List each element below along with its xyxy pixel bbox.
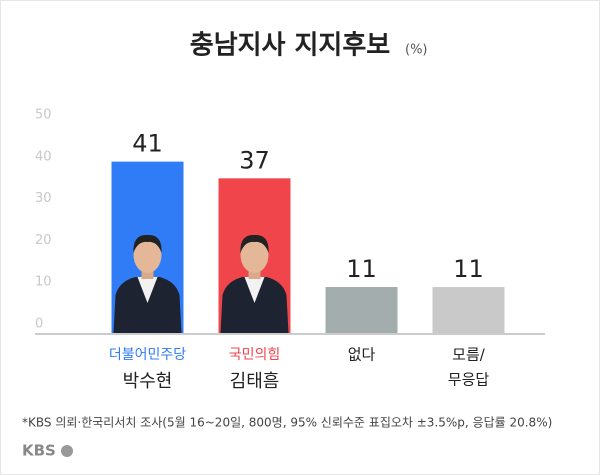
note: *KBS 의뢰·한국리서치 조사(5월 16~20일, 800명, 95% 신뢰… <box>22 416 552 430</box>
candidate-photo <box>220 234 289 333</box>
y-tick-label: 20 <box>35 233 52 248</box>
shirt <box>137 277 158 303</box>
neck <box>248 269 261 279</box>
y-tick-label: 40 <box>35 149 52 164</box>
party-label: 더불어민주당 <box>109 347 186 363</box>
party-label: 국민의힘 <box>229 347 281 363</box>
neck <box>141 269 154 279</box>
suit <box>220 277 289 333</box>
suit <box>113 277 182 333</box>
face <box>240 237 269 273</box>
x-tick-label: 무응답 <box>448 371 490 389</box>
logo-icon <box>61 445 73 457</box>
candidate-photo <box>113 234 182 333</box>
chart-title: 충남지사 지지후보 <box>190 31 390 61</box>
x-tick-label: 김태흠 <box>230 371 280 392</box>
value-label: 41 <box>132 130 163 158</box>
unit: (%) <box>405 43 428 58</box>
y-tick-label: 30 <box>35 191 52 206</box>
value-label: 37 <box>239 146 270 174</box>
x-tick-label: 없다 <box>348 346 376 364</box>
hair <box>240 234 269 253</box>
y-tick-label: 0 <box>35 317 43 332</box>
value-label: 11 <box>453 255 484 283</box>
face <box>133 237 162 273</box>
y-tick-label: 10 <box>35 275 52 290</box>
x-tick-label: 박수현 <box>123 371 173 392</box>
x-tick-label: 모름/ <box>452 346 486 364</box>
logo: KBS <box>22 442 56 460</box>
shirt <box>244 277 265 303</box>
value-label: 11 <box>346 255 377 283</box>
y-tick-label: 50 <box>35 108 52 123</box>
hair <box>133 234 162 253</box>
bar <box>432 287 505 333</box>
bar <box>325 287 398 333</box>
